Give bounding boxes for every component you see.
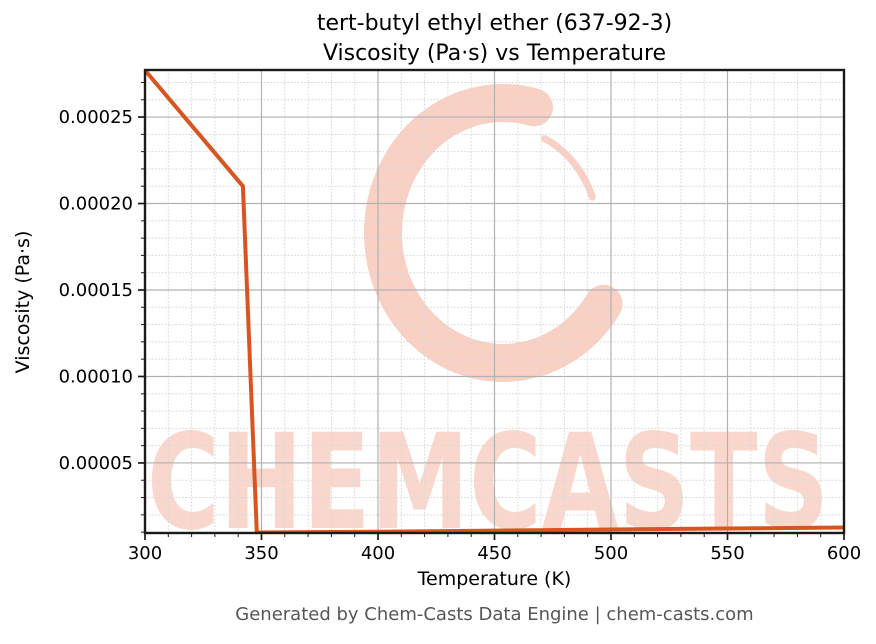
chart-title-line1: tert-butyl ethyl ether (637-92-3) [316,11,673,36]
x-tick-label: 450 [477,543,511,564]
axis-tick-labels: 300 350 400 450 500 550 600 0.00005 0.00010 0.000… [59,107,862,564]
x-tick-label: 600 [827,543,861,564]
watermark: CHEMCASTS [147,84,829,560]
footer-credit: Generated by Chem-Casts Data Engine | ch… [235,604,754,625]
x-tick-label: 300 [128,543,162,564]
watermark-c-swirl-inner-stroke [541,135,596,201]
x-tick-label: 550 [710,543,744,564]
major-gridlines [144,70,845,533]
viscosity-line [145,70,844,533]
x-tick-label: 400 [361,543,395,564]
x-tick-label: 350 [244,543,278,564]
y-tick-label: 0.00005 [59,453,133,474]
y-axis-label: Viscosity (Pa·s) [12,230,34,374]
x-axis-label: Temperature (K) [417,568,572,590]
y-tick-label: 0.00025 [59,107,133,128]
chart-title-line2: Viscosity (Pa·s) vs Temperature [322,41,667,66]
chart-title: tert-butyl ethyl ether (637-92-3) Viscos… [145,9,844,69]
axis-ticks [138,81,845,540]
y-tick-label: 0.00015 [59,280,133,301]
y-tick-label: 0.00020 [59,194,133,215]
y-tick-label: 0.00010 [59,366,133,387]
x-tick-label: 500 [594,543,628,564]
watermark-text: CHEMCASTS [147,406,829,560]
watermark-c-swirl-logo [364,84,623,382]
